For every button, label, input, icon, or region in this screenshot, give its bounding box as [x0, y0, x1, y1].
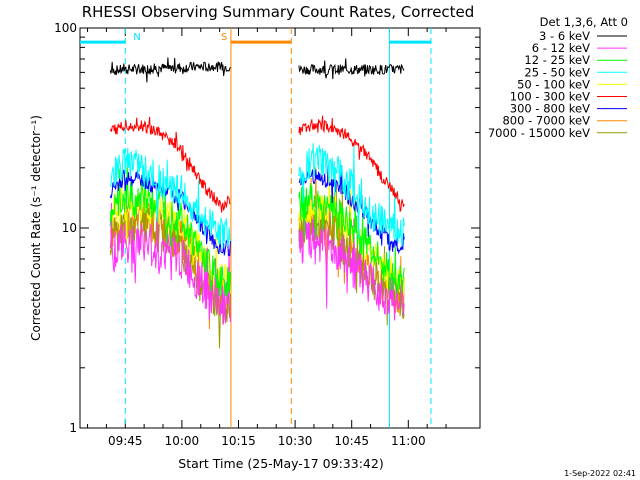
legend-label: 300 - 800 keV	[510, 102, 590, 116]
x-tick-label: 10:30	[278, 434, 313, 448]
legend-label: 100 - 300 keV	[510, 90, 590, 104]
plot-frame	[79, 27, 481, 429]
legend-label: 800 - 7000 keV	[502, 114, 590, 128]
x-tick-label: 10:45	[334, 434, 369, 448]
series-line	[109, 116, 231, 213]
legend-label: 7000 - 15000 keV	[488, 126, 590, 140]
series-line	[109, 57, 231, 83]
legend-label: 6 - 12 keV	[532, 41, 590, 55]
series-line	[109, 202, 231, 326]
x-tick-label: 10:00	[165, 434, 200, 448]
series-line	[109, 161, 231, 298]
footer-date: 1-Sep-2022 02:41	[564, 469, 636, 478]
legend-label: 12 - 25 keV	[524, 53, 590, 67]
chart-title: RHESSI Observing Summary Count Rates, Co…	[82, 3, 475, 21]
x-axis-label: Start Time (25-May-17 09:33:42)	[178, 456, 383, 471]
legend-title: Det 1,3,6, Att 0	[540, 15, 628, 29]
legend-label: 50 - 100 keV	[517, 77, 590, 91]
y-tick-label: 1	[69, 421, 77, 435]
series-line	[298, 143, 405, 247]
series-line	[110, 147, 231, 249]
series-line	[298, 164, 405, 255]
x-tick-label: 09:45	[108, 434, 143, 448]
series-line	[298, 58, 405, 80]
series-line	[298, 115, 405, 212]
plot-area: 1 10 100 09:45 10:00 10:15 10:30 10:45 11:00 N S	[54, 21, 481, 448]
saa-label: S	[221, 32, 227, 43]
series-line	[298, 183, 405, 294]
night-label: N	[133, 32, 140, 43]
y-axis-label: Corrected Count Rate (s⁻¹ detector⁻¹)	[29, 115, 43, 341]
y-tick-label: 10	[62, 221, 77, 235]
legend-label: 3 - 6 keV	[539, 29, 590, 43]
x-tick-label: 11:00	[391, 434, 426, 448]
y-tick-label: 100	[54, 21, 77, 35]
series-line	[298, 218, 405, 321]
legend-label: 25 - 50 keV	[524, 65, 590, 79]
x-tick-label: 10:15	[221, 434, 256, 448]
